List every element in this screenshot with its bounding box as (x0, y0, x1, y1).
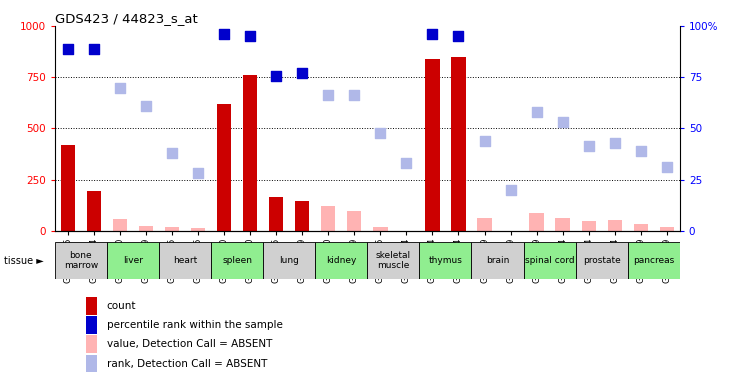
Point (349, 92, 360, 98)
Bar (556, 218, 569, 231)
Bar (321, 206, 336, 231)
Bar (165, 226, 179, 231)
Bar (529, 213, 544, 231)
Bar (367, 242, 420, 279)
Bar (575, 242, 628, 279)
Text: thymus: thymus (428, 256, 463, 265)
Point (62, 46, 74, 52)
Point (531, 109, 542, 115)
Point (219, 32, 230, 38)
Point (583, 143, 594, 149)
Text: rank, Detection Call = ABSENT: rank, Detection Call = ABSENT (107, 359, 267, 369)
Point (401, 160, 412, 166)
Point (661, 164, 673, 170)
Point (427, 32, 439, 38)
Text: pancreas: pancreas (633, 256, 675, 265)
Text: value, Detection Call = ABSENT: value, Detection Call = ABSENT (107, 339, 272, 349)
Point (270, 74, 282, 80)
Bar (86, 316, 97, 334)
Bar (243, 75, 257, 231)
Bar (217, 104, 231, 231)
Bar (477, 218, 492, 231)
Bar (269, 197, 284, 231)
Text: lung: lung (279, 256, 299, 265)
Text: tissue ►: tissue ► (4, 256, 43, 266)
Bar (86, 355, 97, 372)
Text: liver: liver (123, 256, 143, 265)
Point (140, 103, 152, 109)
Bar (263, 242, 315, 279)
Bar (107, 242, 159, 279)
Point (166, 150, 178, 156)
Bar (87, 191, 101, 231)
Text: count: count (107, 301, 136, 311)
Text: percentile rank within the sample: percentile rank within the sample (107, 320, 283, 330)
Point (374, 129, 386, 135)
Point (609, 140, 621, 146)
Bar (634, 225, 648, 231)
Text: spleen: spleen (222, 256, 252, 265)
Bar (420, 242, 471, 279)
Bar (347, 211, 361, 231)
Bar (86, 335, 97, 352)
Point (114, 85, 126, 91)
Text: spinal cord: spinal cord (525, 256, 575, 265)
Text: heart: heart (173, 256, 197, 265)
Point (452, 33, 464, 39)
Point (557, 119, 569, 125)
Text: kidney: kidney (326, 256, 357, 265)
Bar (523, 242, 575, 279)
Bar (451, 57, 466, 231)
Text: brain: brain (486, 256, 510, 265)
Bar (113, 219, 127, 231)
Bar (86, 297, 97, 315)
Point (635, 148, 647, 154)
Bar (139, 225, 153, 231)
Point (88, 46, 99, 52)
Bar (607, 220, 622, 231)
Bar (159, 242, 211, 279)
Point (322, 92, 334, 98)
Point (296, 70, 308, 76)
Bar (55, 242, 107, 279)
Point (244, 33, 256, 39)
Text: skeletal
muscle: skeletal muscle (376, 251, 411, 270)
Point (479, 138, 491, 144)
Bar (425, 59, 439, 231)
Bar (471, 242, 523, 279)
Bar (374, 226, 387, 231)
Bar (315, 242, 367, 279)
Bar (61, 145, 75, 231)
Bar (628, 242, 680, 279)
Bar (659, 226, 674, 231)
Text: bone
marrow: bone marrow (64, 251, 98, 270)
Bar (191, 228, 205, 231)
Point (504, 187, 516, 193)
Text: GDS423 / 44823_s_at: GDS423 / 44823_s_at (55, 12, 197, 25)
Bar (295, 201, 309, 231)
Bar (582, 221, 596, 231)
Text: prostate: prostate (583, 256, 621, 265)
Bar (211, 242, 263, 279)
Point (192, 170, 204, 176)
